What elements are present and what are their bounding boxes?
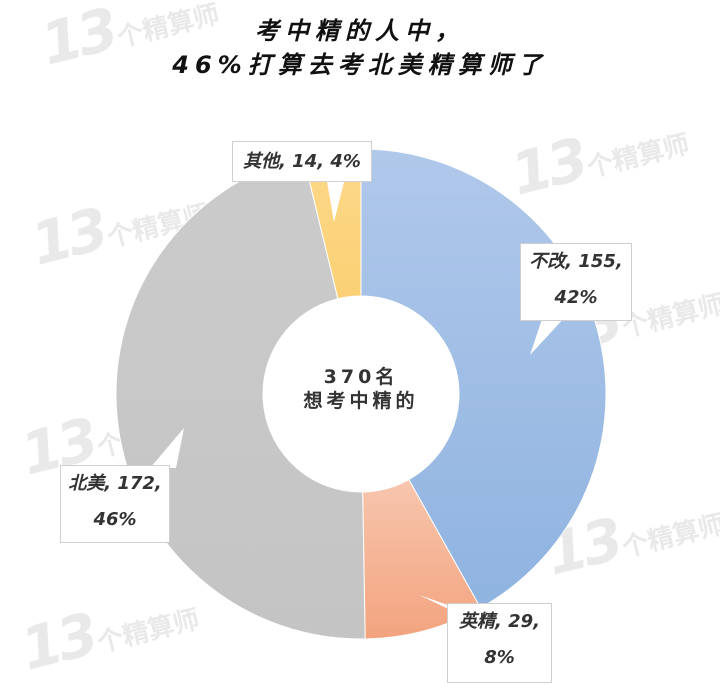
data-label-text: 其他, 14, 4% xyxy=(243,151,361,172)
donut-center-label: 370名 想考中精的 xyxy=(261,365,461,413)
callout-pointer-qita xyxy=(325,170,347,222)
data-label-yingjing: 英精, 29, 8% xyxy=(447,603,552,683)
chart-title-line2: 46%打算去考北美精算师了 xyxy=(172,51,548,79)
data-label-text: 不改, 155, xyxy=(529,251,623,272)
data-label-bugai: 不改, 155, 42% xyxy=(520,243,632,321)
center-caption: 想考中精的 xyxy=(303,390,419,412)
data-label-text: 8% xyxy=(484,647,515,668)
callout-pointer-bugai xyxy=(530,316,566,355)
chart-title-line1: 考中精的人中， xyxy=(255,17,465,45)
data-label-text: 英精, 29, xyxy=(459,611,540,632)
data-label-text: 46% xyxy=(93,509,137,530)
callout-pointer-beimei xyxy=(150,428,184,468)
data-label-text: 42% xyxy=(554,287,598,308)
center-count: 370名 xyxy=(323,366,399,388)
data-label-text: 北美, 172, xyxy=(68,473,162,494)
chart-title: 考中精的人中， 46%打算去考北美精算师了 xyxy=(0,14,720,82)
data-label-beimei: 北美, 172, 46% xyxy=(60,465,170,543)
data-label-qita: 其他, 14, 4% xyxy=(232,141,372,182)
donut-hole xyxy=(263,296,459,492)
